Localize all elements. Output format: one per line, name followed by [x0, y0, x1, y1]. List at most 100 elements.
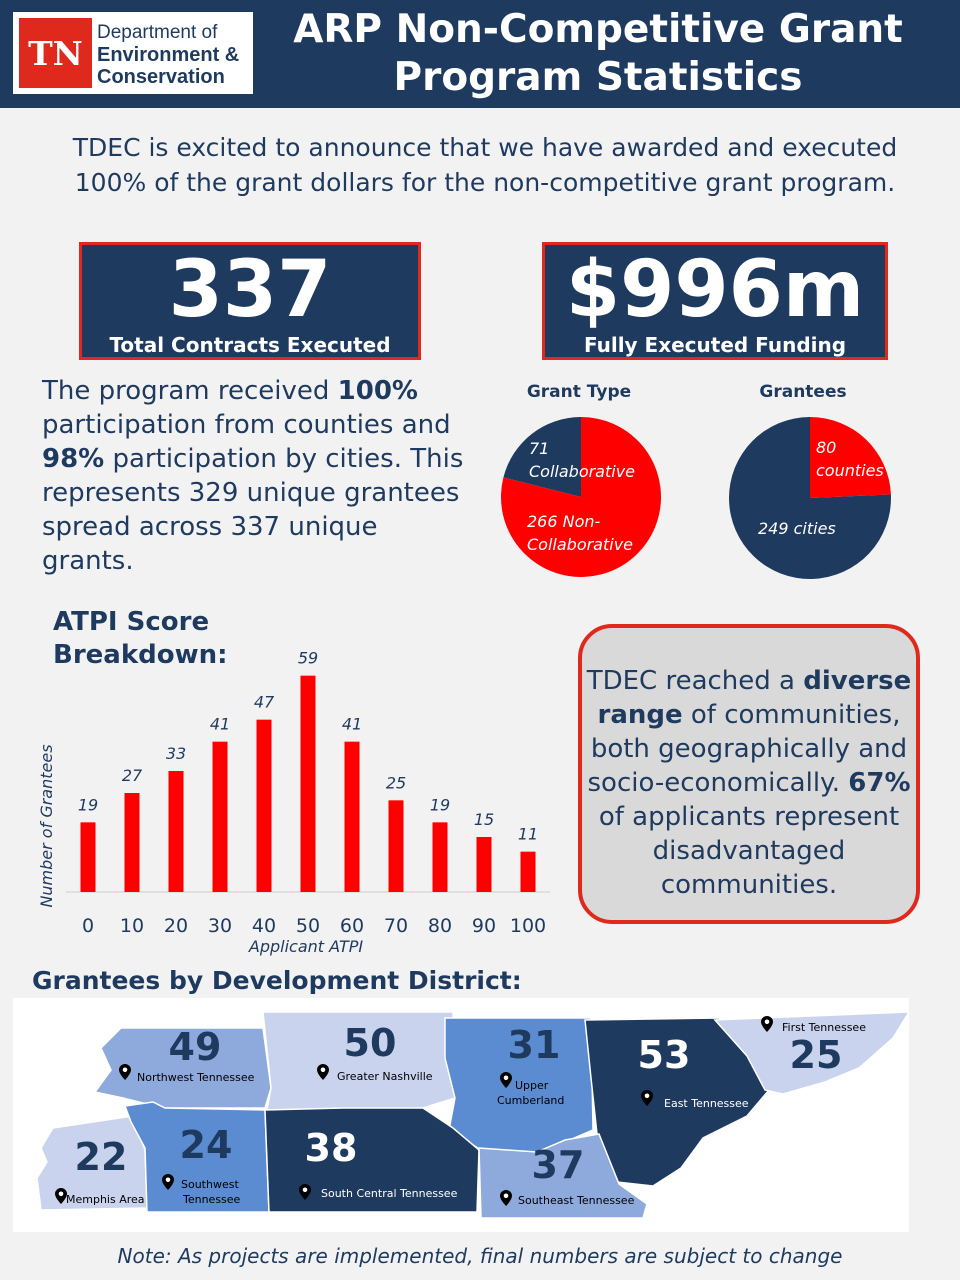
count-east-tennessee: 53 [638, 1033, 691, 1077]
bar-20 [168, 771, 184, 892]
pie-slice-0 [810, 417, 891, 498]
diverse-range-bold: diverse range [597, 666, 912, 730]
district-title: Grantees by Development District: [32, 966, 522, 995]
x-tick-label: 50 [296, 915, 320, 937]
label-upper-cumberland-1: Upper [515, 1079, 549, 1092]
tennessee-district-map: 49 50 31 53 25 22 24 38 37 Northwest Ten… [13, 998, 911, 1232]
x-tick-label: 90 [472, 915, 496, 937]
contracts-label: Total Contracts Executed [109, 333, 391, 357]
participation-part-3: participation by cities. This represents… [42, 444, 464, 576]
district-south-central-tennessee [264, 1107, 480, 1213]
funding-label: Fully Executed Funding [583, 333, 847, 357]
pie-slice-1 [729, 417, 891, 579]
atpi-bar-chart: 19 0 27 10 33 20 41 30 47 40 59 50 41 60 25 70 19 80 15 90 1… [37, 649, 550, 956]
bar-100 [520, 851, 536, 892]
bar-value-label: 59 [298, 649, 318, 668]
bar-value-label: 41 [342, 715, 362, 734]
x-tick-label: 0 [82, 915, 94, 937]
title-line-1: ARP Non-Competitive Grant [293, 7, 903, 52]
x-tick-label: 70 [384, 915, 408, 937]
count-south-central: 38 [305, 1126, 358, 1170]
y-axis-title: Number of Grantees [37, 744, 56, 907]
bar-value-label: 47 [254, 693, 275, 712]
intro-text: TDEC is excited to announce that we have… [72, 133, 898, 197]
x-tick-label: 30 [208, 915, 232, 937]
count-first-tennessee: 25 [790, 1033, 843, 1077]
diverse-part-2: of communities, both geographically and … [587, 700, 908, 798]
bar-0 [80, 822, 96, 892]
pie-slice-0 [503, 417, 581, 497]
tn-logo-mark: TN [19, 18, 92, 88]
grantees-pie [729, 417, 891, 579]
bar-70 [388, 800, 404, 892]
count-upper-cumberland: 31 [508, 1023, 561, 1067]
label-east-tennessee: East Tennessee [664, 1097, 749, 1110]
dept-line-3: Conservation [97, 66, 225, 88]
dept-line-1: Department of [97, 22, 218, 43]
count-southeast: 37 [532, 1143, 585, 1187]
label-southwest-2: Tennessee [182, 1193, 241, 1206]
atpi-title-line-1: ATPI Score [53, 607, 210, 637]
bar-value-label: 33 [166, 744, 186, 763]
district-southeast-tennessee [478, 1133, 648, 1219]
participation-part-1: The program received [42, 376, 338, 406]
bar-value-label: 19 [78, 795, 98, 814]
x-tick-label: 20 [164, 915, 188, 937]
bar-value-label: 25 [386, 773, 406, 792]
bar-value-label: 41 [210, 715, 230, 734]
diverse-part-1: TDEC reached a [586, 666, 804, 696]
label-south-central: South Central Tennessee [321, 1187, 458, 1200]
bar-10 [124, 793, 140, 892]
x-tick-label: 10 [120, 915, 144, 937]
dept-line-2: Environment & [97, 44, 240, 66]
disadvantaged-pct: 67% [848, 768, 911, 798]
funding-value: $996m [565, 245, 865, 335]
count-southwest: 24 [180, 1123, 233, 1167]
participation-part-2: participation from counties and [42, 410, 451, 440]
x-axis-title: Applicant ATPI [248, 937, 363, 956]
footnote: Note: As projects are implemented, final… [117, 1244, 843, 1268]
participation-counties-pct: 100% [337, 376, 418, 406]
bar-90 [476, 837, 492, 892]
participation-cities-pct: 98% [42, 444, 105, 474]
contracts-value: 337 [168, 245, 332, 335]
bar-60 [344, 741, 360, 892]
label-first-tennessee: First Tennessee [782, 1021, 866, 1034]
x-tick-label: 100 [510, 915, 546, 937]
bar-value-label: 15 [474, 810, 494, 829]
pie-label-non-collaborative: 266 Non- Collaborative [527, 512, 634, 554]
label-upper-cumberland-2: Cumberland [497, 1094, 564, 1107]
district-map-svg: 49 50 31 53 25 22 24 38 37 Northwest Ten… [36, 1011, 911, 1219]
count-memphis-area: 22 [75, 1135, 128, 1179]
district-first-tennessee [713, 1011, 911, 1095]
grant-type-pie-title: Grant Type [526, 382, 632, 402]
label-southwest-1: Southwest [181, 1178, 239, 1191]
participation-text: The program received 100% participation … [42, 374, 472, 578]
atpi-title-line-2: Breakdown: [53, 640, 228, 670]
label-memphis-area: Memphis Area [66, 1193, 145, 1206]
label-greater-nashville: Greater Nashville [337, 1070, 433, 1083]
x-tick-label: 40 [252, 915, 276, 937]
label-northwest: Northwest Tennessee [137, 1071, 255, 1084]
grantees-pie-title: Grantees [759, 382, 847, 402]
page-title: ARP Non-Competitive Grant Program Statis… [268, 6, 928, 102]
header-banner: TN Department of Environment & Conservat… [0, 0, 960, 108]
pie-slice-1 [501, 417, 661, 577]
bar-value-label: 27 [122, 766, 143, 785]
title-line-2: Program Statistics [393, 55, 803, 100]
atpi-title: ATPI Score Breakdown: [53, 606, 228, 672]
bar-value-label: 19 [430, 795, 450, 814]
x-tick-label: 80 [428, 915, 452, 937]
diverse-communities-callout: TDEC reached a diverse range of communit… [578, 624, 920, 924]
count-northwest: 49 [169, 1025, 222, 1069]
label-southeast: Southeast Tennessee [518, 1194, 635, 1207]
bar-30 [212, 741, 228, 892]
tdec-logo: TN Department of Environment & Conservat… [13, 12, 253, 94]
x-tick-label: 60 [340, 915, 364, 937]
bar-50 [300, 675, 316, 892]
bar-value-label: 11 [518, 825, 538, 844]
count-greater-nashville: 50 [344, 1021, 397, 1065]
funding-stat-box: $996m Fully Executed Funding [542, 242, 888, 360]
pie-label-counties: 80 counties [816, 438, 884, 480]
contracts-stat-box: 337 Total Contracts Executed [79, 242, 421, 360]
